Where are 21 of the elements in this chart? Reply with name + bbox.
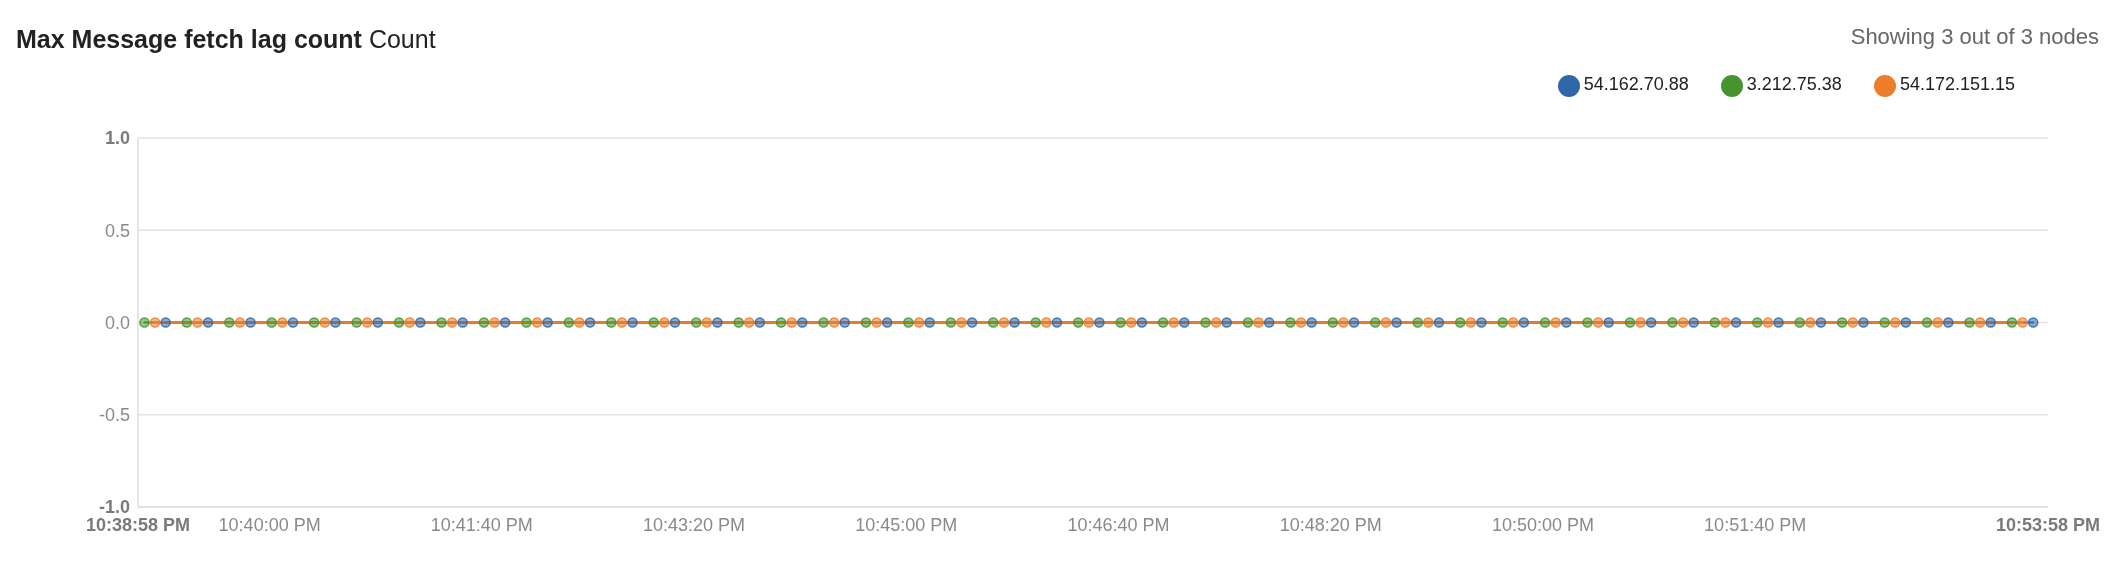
x-tick-label: 10:40:00 PM	[218, 515, 321, 535]
x-tick-label: 10:46:40 PM	[1067, 515, 1170, 535]
x-tick-label: 10:51:40 PM	[1704, 515, 1807, 535]
y-tick-label: 1.0	[104, 128, 130, 149]
chart-subtitle: Count	[367, 25, 436, 53]
chart-title: Max Message fetch lag count	[16, 25, 362, 53]
text: Showing 3 out of 3 nodes	[1850, 24, 2099, 49]
y-tick-label: -1.0	[98, 497, 130, 518]
x-tick-label: 10:50:00 PM	[1491, 515, 1594, 535]
x-tick-label: 10:41:40 PM	[430, 515, 533, 535]
legend-label: 54.172.151.15	[1899, 74, 2015, 94]
y-tick-label: 0.0	[104, 312, 130, 333]
x-tick-label: 10:53:58 PM	[1995, 515, 2101, 535]
x-tick-label: 10:43:20 PM	[643, 515, 746, 535]
x-tick-label: 10:38:58 PM	[85, 515, 191, 535]
y-tick-label: -0.5	[98, 405, 130, 426]
legend-label: 3.212.75.38	[1746, 74, 1842, 94]
x-tick-label: 10:48:20 PM	[1279, 515, 1382, 535]
y-tick-label: 0.5	[104, 220, 130, 241]
x-tick-label: 10:45:00 PM	[855, 515, 958, 535]
legend-label: 54.162.70.88	[1583, 74, 1689, 94]
